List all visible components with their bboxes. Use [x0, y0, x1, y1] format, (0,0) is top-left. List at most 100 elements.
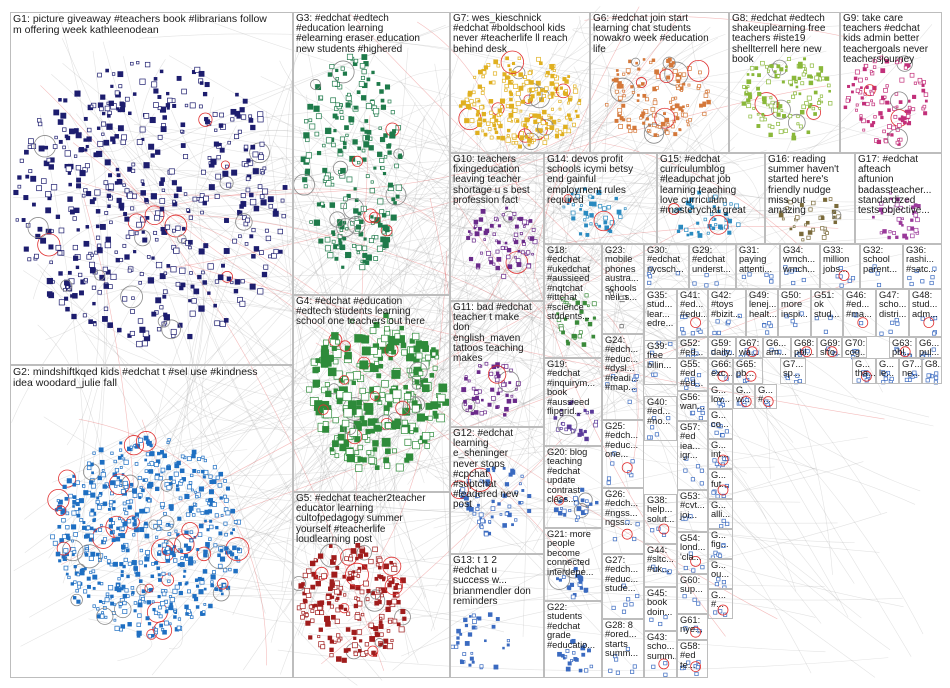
edge — [170, 109, 447, 316]
node — [99, 274, 106, 281]
group-cell-g43: G43: scho... summ... — [644, 631, 677, 678]
node — [72, 293, 78, 299]
node — [154, 237, 159, 242]
node — [224, 218, 229, 223]
edge — [298, 126, 426, 600]
edge — [199, 277, 358, 390]
edge — [254, 571, 358, 686]
node — [86, 594, 91, 598]
group-cell-g31: G31: paying attenti... — [736, 244, 780, 289]
node — [34, 253, 39, 259]
node — [64, 134, 69, 139]
node — [114, 90, 120, 96]
node — [175, 487, 180, 492]
group-label-g47: G47: scho... distri... — [879, 290, 907, 319]
edge — [492, 127, 794, 444]
node — [124, 254, 130, 260]
node — [88, 319, 93, 324]
group-cell-g52: G52: #ed... #ed... — [677, 337, 708, 358]
node — [278, 249, 283, 254]
node — [127, 561, 132, 566]
node — [118, 84, 123, 89]
group-label-g32: G32: school parent... — [863, 245, 898, 274]
node — [95, 224, 100, 229]
node — [101, 111, 106, 116]
node — [85, 225, 90, 229]
node — [131, 162, 136, 167]
node — [159, 273, 166, 280]
node — [236, 114, 241, 119]
node — [187, 333, 193, 340]
group-cell-g28: G28: 8 #ored... starts summ... — [602, 619, 644, 678]
node — [32, 202, 36, 207]
node — [213, 303, 217, 308]
group-label-g66: G66: exc... — [711, 359, 733, 379]
node — [250, 144, 256, 150]
edge — [13, 32, 687, 571]
node — [240, 193, 246, 199]
node — [100, 94, 106, 100]
node — [60, 112, 67, 119]
node — [139, 272, 144, 277]
group-cell-g67: G67: wa... — [736, 337, 763, 358]
edge — [165, 520, 646, 600]
group-cell-g22: G22: students #edchat grade #educatio... — [544, 601, 602, 678]
node — [138, 560, 143, 565]
edge — [24, 427, 363, 520]
group-cell-g64: G6... pul... — [916, 337, 942, 358]
group-label-g6: G6: #edchat join start learning chat stu… — [593, 13, 709, 55]
edge — [119, 183, 876, 678]
edge — [292, 288, 552, 557]
node — [187, 589, 191, 594]
group-label-g57: G57: #ed iea... igr... — [680, 422, 701, 461]
edge — [273, 254, 381, 411]
node — [119, 441, 123, 445]
node — [140, 179, 145, 183]
group-label-g36: G36: rashi... #satc... — [906, 245, 936, 274]
node — [103, 180, 109, 185]
node — [105, 269, 111, 275]
edge — [281, 156, 435, 630]
node — [117, 327, 122, 333]
node — [65, 572, 69, 576]
node — [273, 208, 278, 213]
self-loop — [249, 142, 270, 164]
node — [73, 154, 78, 158]
edge — [684, 76, 766, 299]
node — [188, 556, 194, 561]
node — [144, 61, 151, 68]
edge — [300, 164, 587, 552]
edge — [85, 367, 505, 535]
group-label-g41: G41: #ed... #edu... — [680, 290, 708, 319]
node — [226, 276, 232, 282]
self-loop — [120, 285, 143, 309]
node — [160, 226, 165, 232]
node — [166, 91, 170, 96]
edge — [216, 129, 399, 197]
group-label-g84: G... ou... — [711, 560, 730, 580]
node — [166, 485, 172, 491]
edge — [64, 136, 99, 446]
node — [94, 189, 101, 196]
group-cell-g74: G7... ne... — [899, 358, 922, 384]
edge — [453, 155, 639, 287]
node — [214, 193, 220, 199]
node — [157, 95, 162, 99]
group-cell-g3: G3: #edchat #edtech #education learning … — [293, 12, 450, 295]
node — [180, 556, 184, 560]
edge — [178, 566, 826, 653]
group-label-g58: G58: #ed te... — [680, 641, 701, 670]
node — [54, 135, 58, 140]
edge — [601, 336, 797, 592]
node — [122, 183, 126, 187]
node — [155, 261, 163, 269]
edge — [594, 124, 890, 334]
edge — [656, 50, 827, 82]
group-cell-g29: G29: #edchat underst... — [689, 244, 736, 289]
group-label-g5: G5: #edchat teacher2teacher educator lea… — [296, 493, 426, 545]
node — [198, 523, 204, 529]
node — [49, 260, 53, 265]
edge — [436, 46, 595, 321]
node — [179, 267, 186, 274]
edge — [72, 565, 348, 593]
